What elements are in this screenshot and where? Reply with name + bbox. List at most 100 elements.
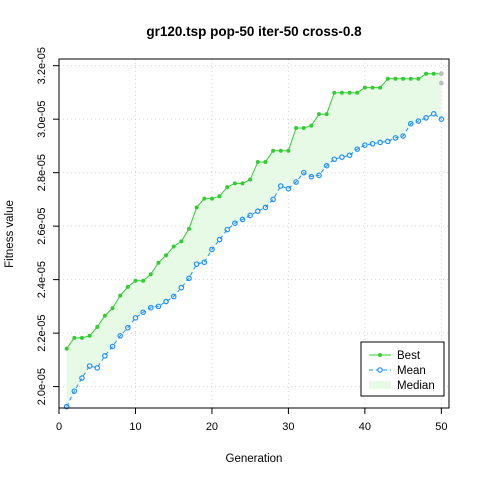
best-point xyxy=(278,148,283,153)
x-tick-label: 50 xyxy=(435,421,447,433)
x-tick-label: 0 xyxy=(56,421,62,433)
mean-point xyxy=(163,298,169,305)
mean-point xyxy=(94,365,101,371)
best-point xyxy=(225,185,230,190)
best-point xyxy=(202,196,207,201)
legend: Best Mean Median xyxy=(360,341,445,397)
best-point xyxy=(187,226,191,231)
best-point xyxy=(378,85,383,90)
best-point xyxy=(102,313,107,318)
y-tick-label: 2.8e-05 xyxy=(36,154,48,191)
mean-point xyxy=(331,156,338,163)
best-point xyxy=(370,85,375,90)
best-point xyxy=(156,260,161,265)
x-tick-label: 40 xyxy=(359,421,371,433)
legend-swatch-best-point xyxy=(378,353,382,357)
y-tick-label: 2.0e-05 xyxy=(36,368,48,405)
mean-point xyxy=(178,284,185,291)
best-point xyxy=(171,244,176,249)
legend-label: Best xyxy=(397,350,421,362)
best-point xyxy=(141,278,146,283)
x-axis: 0 10 20 30 40 50 xyxy=(56,408,447,433)
best-point xyxy=(248,177,253,182)
mean-point xyxy=(247,212,253,219)
legend-label: Mean xyxy=(397,365,426,377)
mean-point xyxy=(193,261,200,267)
y-tick-label: 2.6e-05 xyxy=(36,207,48,244)
best-point xyxy=(385,76,390,81)
end-marker-point xyxy=(438,71,444,77)
best-point xyxy=(408,76,413,81)
mean-point xyxy=(362,142,368,148)
mean-point xyxy=(385,138,391,145)
legend-label: Median xyxy=(397,380,435,392)
mean-point xyxy=(407,120,414,127)
mean-point xyxy=(155,303,162,310)
mean-point xyxy=(79,375,85,381)
best-point xyxy=(148,272,153,277)
end-marker-point xyxy=(438,80,444,86)
x-axis-label: Generation xyxy=(226,453,283,465)
mean-point xyxy=(377,139,383,146)
legend-swatch-mean-point xyxy=(377,367,383,373)
mean-point xyxy=(423,115,429,121)
best-point xyxy=(339,90,344,95)
best-point xyxy=(125,284,130,289)
mean-point xyxy=(285,185,292,192)
best-point xyxy=(79,335,84,340)
best-point xyxy=(271,148,276,153)
mean-point xyxy=(400,133,406,139)
best-point xyxy=(72,335,77,340)
mean-point xyxy=(86,363,93,369)
x-tick-label: 20 xyxy=(206,421,218,433)
y-tick-label: 2.2e-05 xyxy=(36,314,48,351)
mean-point xyxy=(270,196,276,203)
mean-point xyxy=(224,226,231,233)
mean-point xyxy=(239,216,246,223)
best-point xyxy=(110,306,115,311)
mean-point xyxy=(430,111,437,117)
mean-point xyxy=(415,118,422,124)
best-point xyxy=(393,76,398,81)
best-point xyxy=(118,293,123,298)
y-tick-label: 3.2e-05 xyxy=(36,47,48,84)
best-point xyxy=(217,194,222,199)
best-point xyxy=(355,90,360,95)
median-band-area xyxy=(66,73,442,407)
best-point xyxy=(324,112,329,117)
best-point xyxy=(133,278,138,283)
mean-point xyxy=(170,293,177,300)
best-point xyxy=(401,76,406,81)
best-point xyxy=(263,159,268,164)
mean-point xyxy=(186,275,192,282)
mean-point xyxy=(392,135,399,141)
best-point xyxy=(301,125,306,130)
best-point xyxy=(95,324,100,329)
mean-point xyxy=(262,204,269,211)
mean-point xyxy=(316,172,322,179)
best-point xyxy=(294,125,299,130)
y-axis-label: Fitness value xyxy=(4,200,16,268)
mean-point xyxy=(147,304,154,311)
mean-point xyxy=(102,353,108,359)
mean-point xyxy=(277,183,284,189)
mean-point xyxy=(63,403,70,410)
best-point xyxy=(164,253,169,258)
mean-point xyxy=(308,173,315,180)
mean-point xyxy=(117,332,123,339)
legend-swatch-median xyxy=(369,381,391,389)
median-band xyxy=(66,73,442,407)
best-point xyxy=(255,159,260,164)
best-point xyxy=(179,239,184,244)
mean-point xyxy=(216,236,223,243)
mean-point xyxy=(109,343,116,350)
best-point xyxy=(332,90,337,95)
series-layer xyxy=(63,71,445,410)
best-point xyxy=(431,71,436,76)
y-tick-label: 3.0e-05 xyxy=(36,101,48,138)
mean-point xyxy=(346,152,353,159)
best-point xyxy=(416,76,421,81)
mean-point xyxy=(201,259,208,266)
best-point xyxy=(317,112,321,117)
mean-point xyxy=(354,146,361,152)
